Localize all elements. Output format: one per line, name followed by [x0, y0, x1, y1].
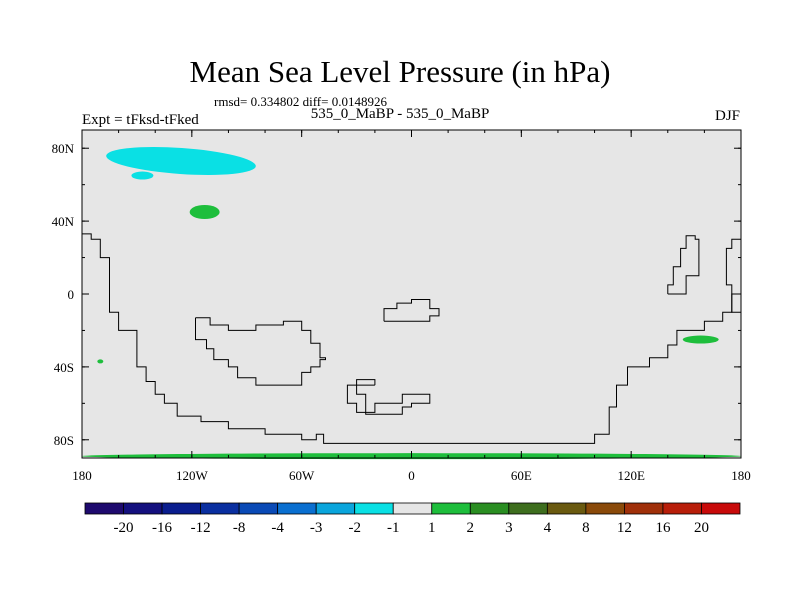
colorbar-label: -12 — [191, 520, 211, 536]
colorbar-swatch — [123, 502, 163, 515]
colorbar-label: 20 — [694, 520, 709, 536]
colorbar-label: -20 — [114, 520, 134, 536]
comparison-label: 535_0_MaBP - 535_0_MaBP — [310, 106, 490, 122]
colorbar-label: 12 — [617, 520, 632, 536]
coastline — [725, 238, 741, 313]
coastline — [346, 379, 431, 415]
y-tick-label: 40N — [52, 214, 75, 229]
colorbar-label: 3 — [505, 520, 513, 536]
colorbar-swatch — [200, 502, 240, 515]
colorbar-label: 4 — [544, 520, 552, 536]
x-tick-label: 0 — [408, 468, 415, 483]
anomaly-region — [189, 205, 220, 219]
x-tick-label: 180 — [72, 468, 92, 483]
colorbar-label: -16 — [152, 520, 172, 536]
colorbar-label: -2 — [348, 520, 361, 536]
colorbar-swatch — [354, 502, 394, 515]
colorbar-swatch — [161, 502, 201, 515]
anomaly-region — [131, 171, 154, 180]
x-tick-label: 60E — [511, 468, 532, 483]
coastline — [195, 317, 326, 386]
y-tick-label: 40S — [54, 360, 74, 375]
colorbar: -20 -16 -12 -8 -4 -3 -2 -1 1 2 3 4 8 12 16 20 — [84, 502, 741, 536]
x-tick-label: 120W — [176, 468, 209, 483]
season-label: DJF — [714, 108, 740, 124]
colorbar-label: 2 — [467, 520, 475, 536]
colorbar-swatch — [431, 502, 471, 515]
anomaly-region — [682, 335, 719, 344]
colorbar-swatch — [624, 502, 664, 515]
map-layer — [81, 130, 742, 460]
colorbar-swatch — [84, 502, 124, 515]
colorbar-swatch — [277, 502, 317, 515]
y-tick-label: 80N — [52, 141, 75, 156]
colorbar-swatch — [315, 502, 356, 515]
coastline — [667, 235, 700, 295]
x-tick-label: 60W — [289, 468, 315, 483]
colorbar-swatch — [546, 502, 587, 515]
anomaly-region — [97, 359, 104, 364]
colorbar-label: -4 — [271, 520, 284, 536]
chart-title: Mean Sea Level Pressure (in hPa) — [189, 54, 611, 89]
colorbar-swatch — [585, 502, 625, 515]
coastline — [383, 299, 440, 322]
colorbar-label: -3 — [310, 520, 323, 536]
colorbar-swatch — [701, 502, 741, 515]
x-tick-label: 120E — [617, 468, 645, 483]
colorbar-swatch — [469, 502, 510, 515]
colorbar-swatch — [238, 502, 279, 515]
coastline — [82, 233, 741, 444]
colorbar-swatch — [508, 502, 548, 515]
colorbar-swatch — [662, 502, 702, 515]
colorbar-label: 16 — [655, 520, 671, 536]
experiment-label: Expt = tFksd-tFked — [82, 112, 199, 128]
colorbar-swatch — [392, 502, 433, 515]
coastlines — [82, 233, 741, 444]
y-tick-label: 80S — [54, 433, 74, 448]
stats-label: rmsd= 0.334802 diff= 0.0148926 — [214, 94, 387, 109]
y-tick-label: 0 — [68, 287, 75, 302]
colorbar-label: -8 — [233, 520, 246, 536]
map-background — [82, 130, 741, 458]
anomaly-region — [106, 146, 256, 175]
x-tick-label: 180 — [731, 468, 751, 483]
axis-layer: 180 120W 60W 0 60E 120E 180 80N 40N 0 40S 80S — [52, 129, 751, 483]
colorbar-label: 1 — [428, 520, 436, 536]
colorbar-label: -1 — [387, 520, 400, 536]
colorbar-label: 8 — [582, 520, 590, 536]
